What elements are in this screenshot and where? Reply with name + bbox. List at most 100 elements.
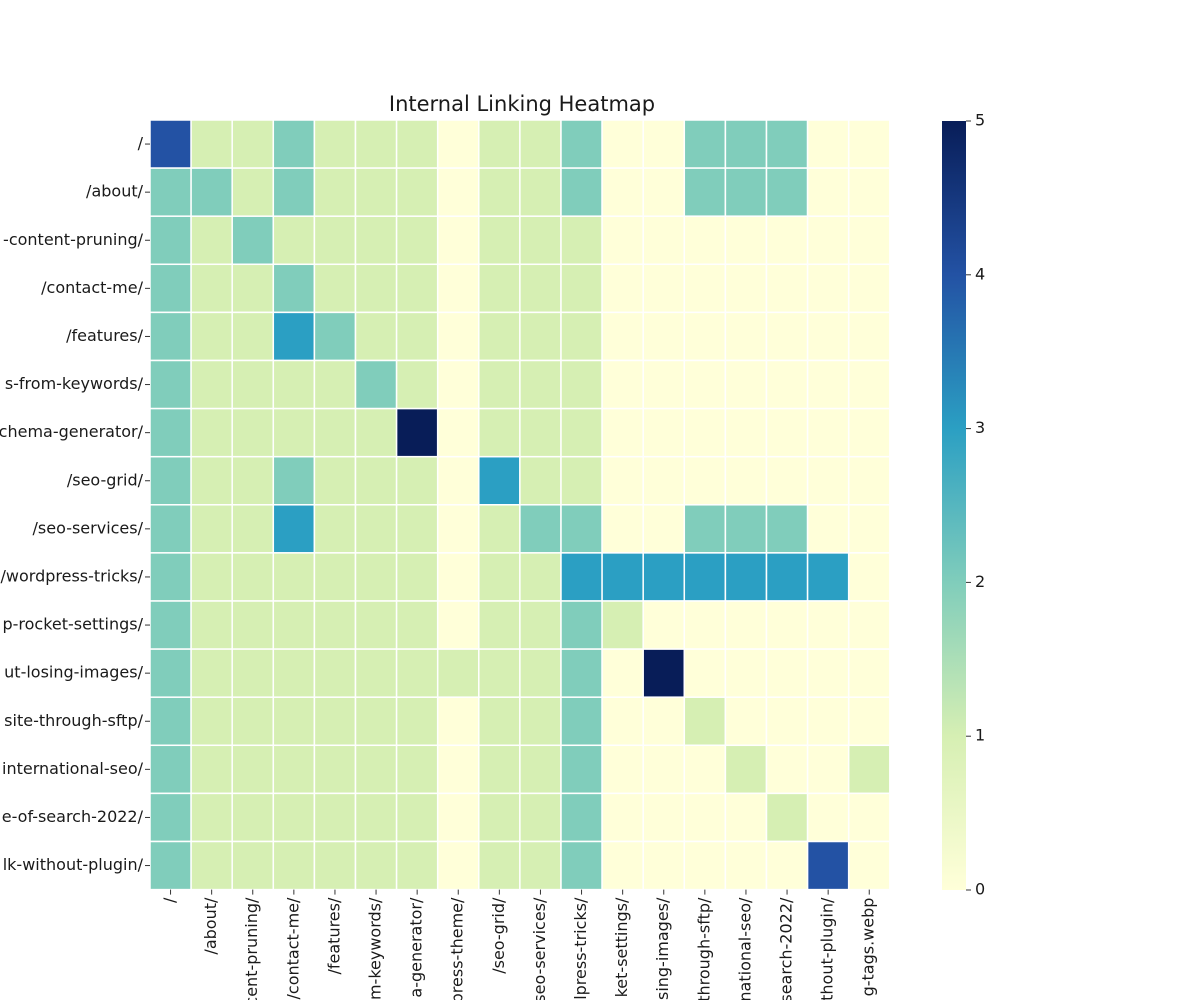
- heatmap-cell: [149, 455, 192, 506]
- heatmap-cell: [313, 552, 357, 602]
- heatmap-cell: [683, 600, 727, 650]
- heatmap-cell: [354, 263, 398, 314]
- heatmap-cell: [231, 504, 275, 554]
- heatmap-cell: [847, 696, 891, 747]
- heatmap-cell: [683, 407, 727, 458]
- heatmap-cell: [601, 744, 644, 795]
- heatmap-cell: [395, 600, 439, 650]
- heatmap-cell: [601, 840, 644, 891]
- heatmap-cell: [724, 744, 768, 795]
- heatmap-cell: [436, 119, 480, 169]
- heatmap-cell: [190, 504, 233, 554]
- heatmap-cell: [395, 359, 439, 410]
- heatmap-cell: [724, 119, 768, 169]
- heatmap-cell: [190, 648, 233, 698]
- heatmap-cell: [601, 359, 644, 410]
- heatmap-cell: [724, 407, 768, 458]
- heatmap-cell: [313, 744, 357, 795]
- heatmap-cell: [519, 552, 562, 602]
- heatmap-cell: [601, 455, 644, 506]
- heatmap-cell: [683, 840, 727, 891]
- heatmap-cell: [683, 504, 727, 554]
- heatmap-cell: [683, 648, 727, 698]
- heatmap-cell: [149, 311, 192, 362]
- heatmap-cell: [190, 263, 233, 314]
- heatmap-cell: [354, 215, 398, 266]
- column-label: cent-pruning/: [242, 897, 261, 1000]
- heatmap-cell: [395, 455, 439, 506]
- heatmap-cell: [436, 792, 480, 843]
- heatmap-cell: [395, 167, 439, 217]
- heatmap-cell: [683, 744, 727, 795]
- row-label: ut-losing-images/: [4, 663, 143, 682]
- heatmap-cell: [724, 648, 768, 698]
- heatmap-cell: [272, 600, 316, 650]
- heatmap-cell: [354, 696, 398, 747]
- heatmap-cell: [642, 600, 686, 650]
- heatmap-cell: [806, 311, 850, 362]
- row-label: /seo-grid/: [67, 470, 144, 489]
- heatmap-cell: [683, 359, 727, 410]
- heatmap-cell: [478, 359, 521, 410]
- heatmap-cell: [190, 696, 233, 747]
- heatmap-cell: [272, 263, 316, 314]
- heatmap-cell: [724, 263, 768, 314]
- heatmap-cell: [190, 311, 233, 362]
- row-label: /: [138, 134, 144, 153]
- heatmap-cell: [806, 407, 850, 458]
- heatmap-cell: [847, 840, 891, 891]
- heatmap-cell: [765, 359, 809, 410]
- heatmap-cell: [395, 215, 439, 266]
- heatmap-cell: [436, 455, 480, 506]
- heatmap-cell: [478, 215, 521, 266]
- heatmap-cell: [313, 792, 357, 843]
- heatmap-cell: [395, 504, 439, 554]
- heatmap-cell: [478, 696, 521, 747]
- column-label: /features/: [324, 897, 343, 974]
- heatmap-cell: [354, 840, 398, 891]
- heatmap-cell: [642, 263, 686, 314]
- heatmap-cell: [231, 263, 275, 314]
- heatmap-cell: [847, 600, 891, 650]
- heatmap-cell: [683, 119, 727, 169]
- heatmap-cell: [683, 696, 727, 747]
- heatmap-cell: [190, 744, 233, 795]
- heatmap-cell: [395, 407, 439, 458]
- heatmap-cell: [519, 359, 562, 410]
- heatmap-cell: [683, 455, 727, 506]
- heatmap-cell: [231, 455, 275, 506]
- heatmap-cell: [560, 696, 603, 747]
- heatmap-cell: [272, 407, 316, 458]
- colorbar-tick-label: 3: [975, 418, 985, 437]
- heatmap-cell: [395, 119, 439, 169]
- heatmap-cell: [231, 696, 275, 747]
- row-label: international-seo/: [2, 759, 144, 778]
- column-label: through-sftp/: [694, 897, 713, 1000]
- heatmap-cell: [847, 119, 891, 169]
- heatmap-cell: [724, 840, 768, 891]
- heatmap-cell: [149, 215, 192, 266]
- heatmap-cell: [642, 167, 686, 217]
- heatmap-cell: [519, 840, 562, 891]
- heatmap-cell: [519, 263, 562, 314]
- heatmap-cell: [478, 263, 521, 314]
- column-label: thout-plugin/: [818, 897, 837, 1000]
- heatmap-cell: [765, 552, 809, 602]
- heatmap-cell: [395, 311, 439, 362]
- heatmap-cell: [806, 744, 850, 795]
- column-label: a-generator/: [407, 897, 426, 998]
- heatmap-cell: [190, 167, 233, 217]
- heatmap-cell: [847, 792, 891, 843]
- heatmap-cell: [724, 792, 768, 843]
- heatmap-cell: [354, 311, 398, 362]
- heatmap-cell: [683, 167, 727, 217]
- heatmap-cell: [724, 359, 768, 410]
- heatmap-cell: [765, 215, 809, 266]
- heatmap-cell: [231, 119, 275, 169]
- heatmap-cell: [806, 600, 850, 650]
- heatmap-cell: [313, 504, 357, 554]
- colorbar-tick-label: 0: [975, 880, 985, 899]
- heatmap-cell: [683, 311, 727, 362]
- column-labels: / /about/cent-pruning/ /contact-me/ /featur…: [160, 889, 878, 1000]
- heatmap-cell: [724, 696, 768, 747]
